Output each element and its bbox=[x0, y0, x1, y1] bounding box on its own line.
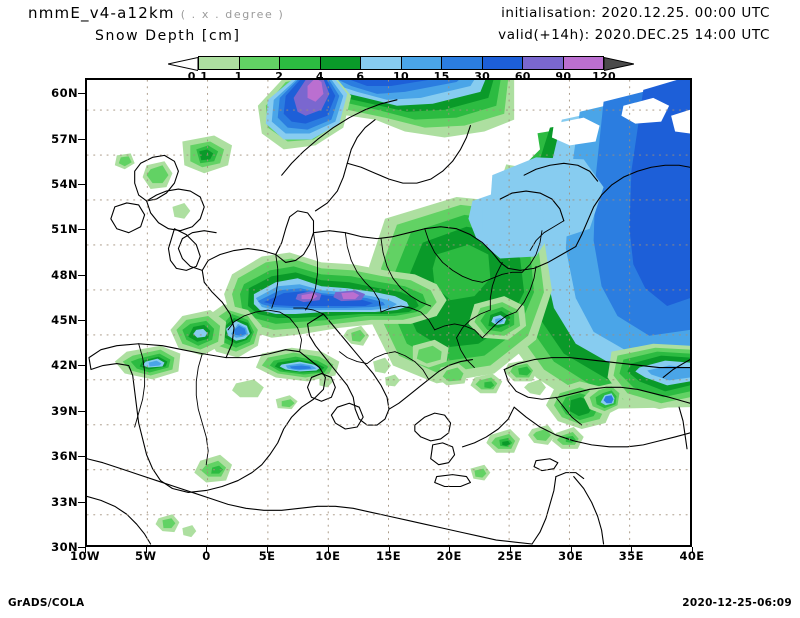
colorbar-bin-6 bbox=[442, 57, 483, 69]
colorbar-tick-2: 2 bbox=[275, 70, 284, 83]
y-tick-mark-48N bbox=[78, 274, 85, 276]
x-tick-mark-20E bbox=[449, 547, 451, 553]
x-tick-mark-10E bbox=[327, 547, 329, 553]
y-tick-33N: 33N bbox=[51, 494, 78, 509]
model-name: nmmE_v4-a12km bbox=[28, 4, 175, 22]
y-tick-54N: 54N bbox=[51, 176, 78, 191]
y-tick-42N: 42N bbox=[51, 358, 78, 373]
x-tick-25E: 25E bbox=[497, 549, 523, 563]
model-title: nmmE_v4-a12km ( . x . degree ) bbox=[28, 4, 284, 22]
colorbar-bin-3 bbox=[320, 57, 361, 69]
x-tick-mark-0 bbox=[206, 547, 208, 553]
x-tick-35E: 35E bbox=[618, 549, 644, 563]
y-tick-mark-60N bbox=[78, 93, 85, 95]
y-tick-mark-45N bbox=[78, 320, 85, 322]
colorbar-tick-1: 1 bbox=[234, 70, 243, 83]
x-axis-labels: 10W 5W 0 5E 10E 15E 20E 25E 30E 35E 40E bbox=[70, 549, 704, 567]
colorbar-bin-2 bbox=[280, 57, 321, 69]
map-canvas bbox=[87, 80, 690, 545]
y-tick-48N: 48N bbox=[51, 267, 78, 282]
y-tick-60N: 60N bbox=[51, 86, 78, 101]
colorbar-bin-9 bbox=[563, 57, 603, 69]
y-tick-36N: 36N bbox=[51, 449, 78, 464]
y-tick-39N: 39N bbox=[51, 403, 78, 418]
colorbar-bin-1 bbox=[239, 57, 280, 69]
grid-note: ( . x . degree ) bbox=[180, 8, 285, 21]
x-tick-mark-30E bbox=[570, 547, 572, 553]
colorbar-bin-0 bbox=[199, 57, 240, 69]
y-tick-57N: 57N bbox=[51, 131, 78, 146]
x-tick-40E: 40E bbox=[679, 549, 705, 563]
x-tick-15E: 15E bbox=[375, 549, 402, 563]
colorbar-bin-5 bbox=[401, 57, 442, 69]
y-tick-mark-54N bbox=[78, 183, 85, 185]
colorbar-bin-4 bbox=[361, 57, 402, 69]
colorbar-bins bbox=[198, 56, 604, 70]
y-tick-mark-33N bbox=[78, 501, 85, 503]
valid-time: valid(+14h): 2020.DEC.25 14:00 UTC bbox=[498, 27, 770, 43]
footer-timestamp: 2020-12-25-06:09 bbox=[682, 597, 792, 609]
y-tick-30N: 30N bbox=[51, 540, 78, 554]
header: nmmE_v4-a12km ( . x . degree ) Snow Dept… bbox=[0, 0, 800, 48]
coastline-layer bbox=[87, 99, 690, 545]
x-tick-5W: 5W bbox=[134, 549, 157, 563]
y-tick-mark-36N bbox=[78, 456, 85, 458]
y-tick-45N: 45N bbox=[51, 313, 78, 328]
x-tick-mark-5W bbox=[145, 547, 147, 553]
x-tick-5E: 5E bbox=[258, 549, 276, 563]
x-tick-20E: 20E bbox=[436, 549, 462, 563]
y-axis-labels: 60N 57N 54N 51N 48N 45N 42N 39N 36N 33N 30N bbox=[40, 78, 78, 554]
colorbar-underflow-cap bbox=[167, 56, 199, 72]
footer-credit: GrADS/COLA bbox=[8, 597, 85, 609]
x-tick-mark-10W bbox=[85, 547, 86, 553]
initialisation-time: initialisation: 2020.12.25. 00:00 UTC bbox=[501, 5, 770, 21]
graticule-layer bbox=[87, 80, 690, 545]
x-tick-mark-25E bbox=[509, 547, 511, 553]
x-tick-mark-35E bbox=[631, 547, 633, 553]
y-tick-mark-51N bbox=[78, 229, 85, 231]
x-tick-10E: 10E bbox=[315, 549, 341, 563]
y-tick-mark-42N bbox=[78, 365, 85, 367]
y-tick-mark-57N bbox=[78, 138, 85, 140]
colorbar-tick-6: 6 bbox=[356, 70, 365, 83]
y-tick-51N: 51N bbox=[51, 222, 78, 237]
colorbar-bin-7 bbox=[482, 57, 523, 69]
x-tick-0: 0 bbox=[202, 549, 211, 563]
colorbar-bin-8 bbox=[523, 57, 564, 69]
snow-depth-field bbox=[114, 80, 690, 538]
variable-title: Snow Depth [cm] bbox=[95, 28, 241, 44]
map-svg bbox=[87, 80, 690, 545]
map-plot-area[interactable] bbox=[85, 78, 692, 547]
x-tick-mark-5E bbox=[267, 547, 269, 553]
colorbar-overflow-cap bbox=[603, 56, 635, 72]
x-tick-mark-40E bbox=[692, 547, 693, 553]
colorbar-tick-4: 4 bbox=[315, 70, 324, 83]
x-tick-mark-15E bbox=[388, 547, 390, 553]
y-tick-mark-30N bbox=[78, 547, 85, 548]
x-tick-30E: 30E bbox=[558, 549, 584, 563]
y-tick-mark-39N bbox=[78, 410, 85, 412]
x-tick-10W: 10W bbox=[70, 549, 100, 563]
colorbar-legend: 0.1 1 2 4 6 10 15 30 60 90 120 bbox=[167, 56, 635, 83]
